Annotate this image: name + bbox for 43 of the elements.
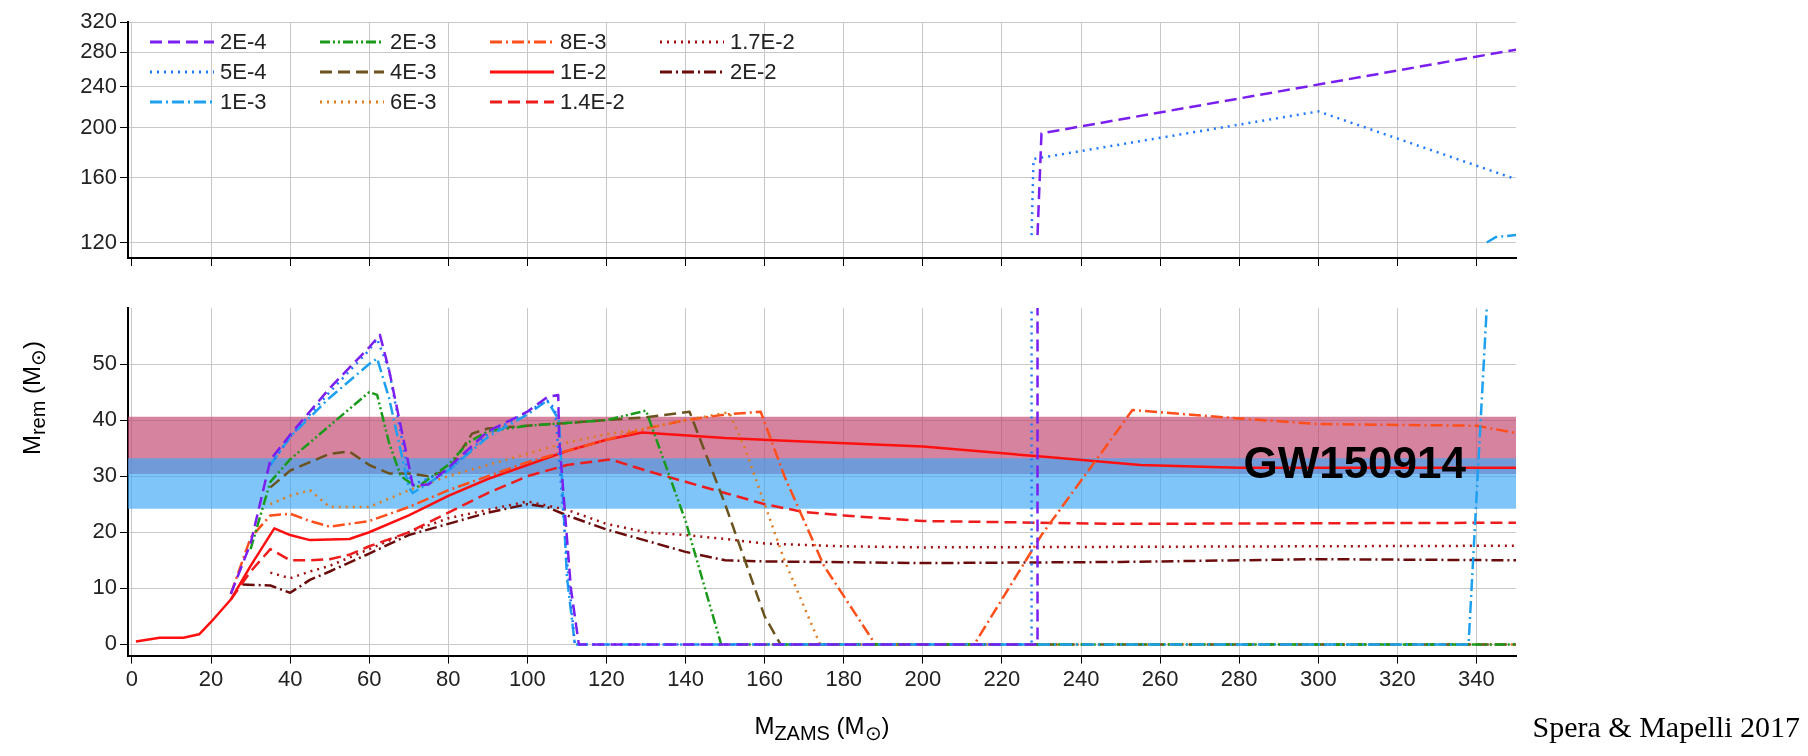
x-tick-label: 60 — [356, 665, 382, 691]
x-tick-label: 260 — [1141, 665, 1179, 691]
y-tick-label: 240 — [80, 72, 117, 98]
legend-label: 2E-3 — [390, 29, 437, 55]
text: Spera & Mapelli 2017 — [1532, 710, 1800, 744]
x-tick-label: 0 — [125, 665, 139, 691]
x-tick-label: 280 — [1220, 665, 1258, 691]
y-tick-label: 30 — [92, 462, 117, 488]
x-tick-label: 40 — [277, 665, 303, 691]
y-tick-label: 0 — [104, 630, 117, 656]
x-tick-label: 160 — [746, 665, 784, 691]
legend-label: 1.4E-2 — [560, 89, 625, 115]
x-tick-label: 80 — [436, 665, 461, 691]
legend-label: 1E-3 — [220, 89, 267, 115]
y-tick-label: 160 — [80, 163, 117, 189]
x-tick-label: 120 — [588, 665, 625, 691]
x-tick-label: 320 — [1379, 665, 1416, 691]
x-tick-label: 140 — [667, 665, 704, 691]
y-tick-label: 10 — [92, 574, 117, 600]
x-tick-label: 200 — [904, 665, 942, 691]
x-tick-label: 340 — [1458, 665, 1495, 691]
legend-label: 1E-2 — [560, 59, 607, 85]
y-tick-label: 200 — [80, 113, 117, 139]
x-tick-label: 180 — [825, 665, 863, 691]
legend-label: 2E-2 — [730, 59, 777, 85]
x-tick-label: 300 — [1299, 665, 1337, 691]
y-tick-label: 280 — [80, 38, 117, 64]
x-tick-label: 220 — [983, 665, 1021, 691]
legend-label: 5E-4 — [220, 59, 267, 85]
x-tick-label: 240 — [1062, 665, 1100, 691]
legend-label: 8E-3 — [560, 29, 607, 55]
y-tick-label: 320 — [80, 8, 117, 34]
y-tick-label: 120 — [80, 228, 117, 254]
y-tick-label: 40 — [92, 406, 117, 432]
x-tick-label: 20 — [198, 665, 224, 691]
y-tick-label: 50 — [92, 350, 117, 376]
legend-label: 1.7E-2 — [730, 29, 795, 55]
x-axis-title: M$_{ZAMS}$ (M$_{⊙}$) — [754, 712, 890, 745]
legend-label: 4E-3 — [390, 59, 437, 85]
x-tick-label: 100 — [509, 665, 546, 691]
legend-label: 6E-3 — [390, 89, 437, 115]
legend-label: 2E-4 — [220, 29, 267, 55]
y-tick-label: 20 — [92, 518, 117, 544]
